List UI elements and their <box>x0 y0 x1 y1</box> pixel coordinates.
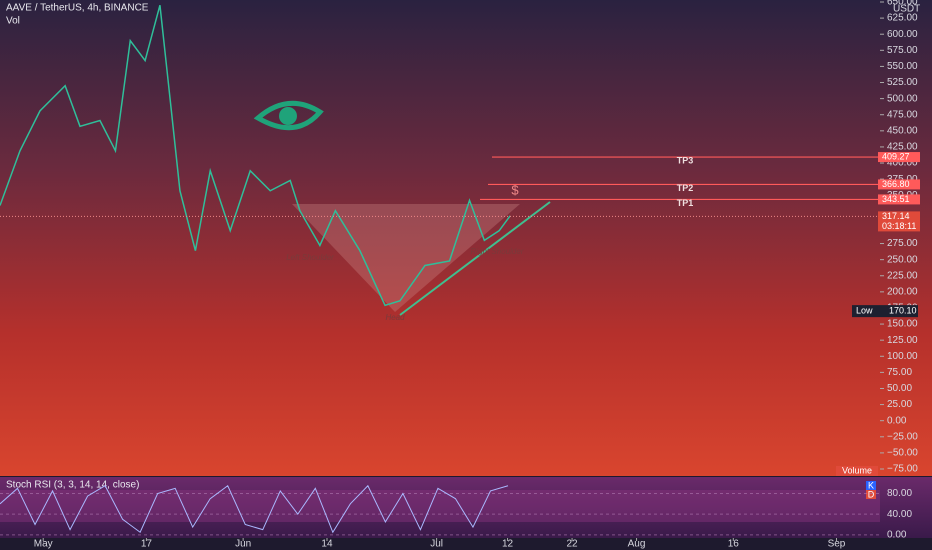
tp-name: TP2 <box>677 183 694 193</box>
y-tick-label: 450.00 <box>887 125 918 136</box>
x-tick-label: Aug <box>628 539 646 550</box>
d-tag-bg <box>866 490 876 499</box>
current-tag: 317.14 <box>882 211 910 221</box>
currency: USDT <box>893 4 920 15</box>
x-tick-label: 16 <box>728 539 740 550</box>
y-tick-label: 475.00 <box>887 109 918 120</box>
countdown: 03:18:11 <box>882 221 916 231</box>
y-tick-label: 125.00 <box>887 335 918 346</box>
y-tick-label: 375.00 <box>887 174 918 185</box>
eye-icon <box>253 100 324 131</box>
right-shoulder: Right Shoulder <box>471 247 524 256</box>
stoch-k <box>0 484 509 534</box>
volume-tag-bg <box>836 466 878 476</box>
x-tick-label: Jun <box>235 539 251 550</box>
date-strip <box>0 538 932 550</box>
low-tag-bg <box>852 305 918 318</box>
y-tick-label: 550.00 <box>887 61 918 72</box>
y-tick-label: 75.00 <box>887 367 912 378</box>
x-tick-label: 12 <box>502 539 514 550</box>
y-tick-label: 575.00 <box>887 45 918 56</box>
tp-name: TP1 <box>677 198 694 208</box>
volume-tag: Volume <box>842 465 872 475</box>
tp-tag-bg <box>878 194 920 205</box>
low-value: 170.10 <box>889 305 917 315</box>
y-tick-label: 200.00 <box>887 287 918 298</box>
y-tick-label: 250.00 <box>887 254 918 265</box>
x-tick-label: May <box>34 539 53 550</box>
stoch-tick-label: 0.00 <box>887 529 907 540</box>
d-tag: D <box>868 489 875 499</box>
symbol: AAVE / TetherUS, 4h, BINANCE <box>6 3 149 14</box>
x-tick-label: Jul <box>430 539 443 550</box>
y-tick-label: 600.00 <box>887 29 918 40</box>
stoch-title: Stoch RSI (3, 3, 14, 14, close) <box>6 480 139 491</box>
current-tag-bg <box>878 211 920 232</box>
tp-tag-bg <box>878 179 920 190</box>
pattern-triangle <box>292 204 520 312</box>
x-tick-label: Sep <box>828 539 846 550</box>
tp-tag-bg <box>878 152 920 163</box>
head: Head <box>385 313 405 322</box>
stoch-band <box>0 490 880 522</box>
x-tick-label: 17 <box>141 539 153 550</box>
y-tick-label: 400.00 <box>887 158 918 169</box>
y-tick-label: 50.00 <box>887 383 912 394</box>
tp-tag: 409.27 <box>882 151 910 161</box>
tp-tag: 366.80 <box>882 179 910 189</box>
trendline <box>399 201 551 316</box>
y-tick-label: 275.00 <box>887 238 918 249</box>
stoch-tick-label: 40.00 <box>887 509 912 520</box>
stoch-tick-label: 80.00 <box>887 488 912 499</box>
y-tick-label: −25.00 <box>887 431 918 442</box>
y-tick-label: 25.00 <box>887 399 912 410</box>
y-tick-label: 0.00 <box>887 415 907 426</box>
vol-label: Vol <box>6 16 20 27</box>
y-tick-label: −75.00 <box>887 464 918 475</box>
tp-tag: 343.51 <box>882 194 910 204</box>
k-tag-bg <box>866 481 876 490</box>
y-tick-label: 150.00 <box>887 319 918 330</box>
y-tick-label: 525.00 <box>887 77 918 88</box>
y-tick-label: 100.00 <box>887 351 918 362</box>
price-pane <box>0 0 932 476</box>
price-line <box>0 5 511 307</box>
stoch-pane <box>0 477 932 538</box>
dollar: $ <box>511 182 519 197</box>
x-tick-label: 22 <box>566 539 578 550</box>
y-tick-label: 650.00 <box>887 0 918 8</box>
left-shoulder: Left Shoulder <box>286 253 334 262</box>
k-tag: K <box>868 480 874 490</box>
x-tick-label: 14 <box>321 539 333 550</box>
low-name: Low <box>856 305 873 315</box>
tp-name: TP3 <box>677 155 694 165</box>
y-tick-label: 625.00 <box>887 13 918 24</box>
y-tick-label: 425.00 <box>887 142 918 153</box>
y-tick-label: 500.00 <box>887 93 918 104</box>
y-tick-label: −50.00 <box>887 448 918 459</box>
y-tick-label: 225.00 <box>887 270 918 281</box>
